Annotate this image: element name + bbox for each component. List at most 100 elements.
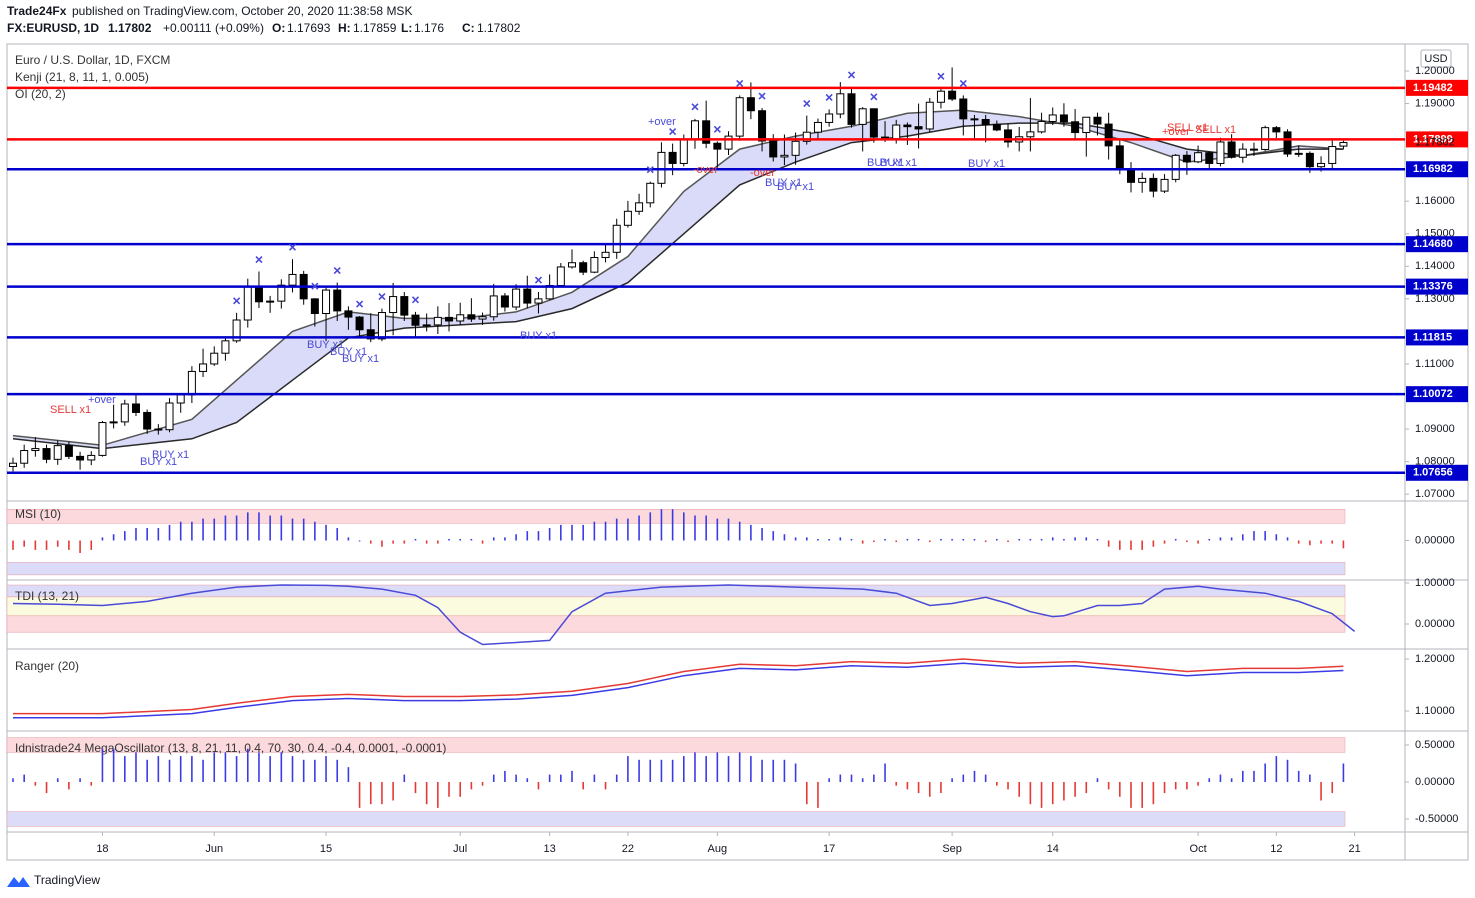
signal-cross [255, 255, 263, 264]
o-value: 1.17693 [287, 21, 331, 35]
y-tick-label: 1.16000 [1415, 195, 1455, 207]
y-tick-label: 0.00000 [1415, 776, 1455, 788]
signal-cross [669, 128, 677, 136]
bar [1253, 531, 1255, 541]
bar [1219, 774, 1222, 782]
bar [1186, 540, 1188, 543]
bar [940, 538, 942, 541]
bar [425, 540, 428, 544]
bar [1309, 540, 1311, 546]
bar [258, 752, 260, 782]
candle-body [310, 298, 319, 314]
candle-body [948, 90, 957, 100]
bar [146, 759, 148, 782]
bar [124, 531, 126, 541]
bar [45, 781, 48, 794]
bar [638, 759, 640, 782]
y-tick-label: 1.19000 [1415, 97, 1455, 109]
bar [1141, 540, 1143, 550]
candle-body [534, 298, 543, 304]
bar [951, 538, 953, 541]
candle-body [791, 140, 800, 156]
bar [1029, 781, 1032, 805]
candle-body [1071, 121, 1080, 134]
line [13, 658, 1344, 715]
symbol: FX:EURUSD, 1D [7, 21, 99, 35]
candle-body [847, 93, 856, 125]
level-label: 1.19482 [1413, 82, 1453, 94]
bar [828, 778, 830, 782]
candle-body [1238, 148, 1247, 158]
bar [1230, 537, 1233, 541]
candle-body [20, 450, 29, 464]
bar [224, 752, 227, 782]
candle-body [1227, 141, 1236, 158]
signal-label: SELL x1 [1167, 122, 1208, 134]
bar [492, 537, 495, 541]
bar [302, 759, 305, 782]
bar [1107, 781, 1110, 790]
candle-body [1272, 127, 1281, 133]
bar [1219, 537, 1222, 541]
bar [783, 759, 786, 782]
candle-body [1115, 145, 1124, 170]
bar [906, 538, 909, 541]
candle-body [422, 324, 431, 327]
frame [6, 43, 1469, 861]
candle-body [120, 403, 129, 423]
y-tick-label: 1.20000 [1415, 653, 1455, 665]
signal-cross [233, 297, 241, 305]
candle-body [668, 151, 677, 164]
bar [202, 518, 204, 541]
candle-body [243, 285, 252, 321]
x-tick-label: 21 [1348, 843, 1360, 855]
candle-body [690, 120, 699, 140]
candle-body [869, 108, 878, 138]
candle-body [836, 93, 845, 115]
bar [224, 515, 227, 541]
bar [459, 781, 461, 797]
bar [34, 540, 37, 550]
candle-body [109, 421, 118, 424]
bar [839, 537, 842, 541]
candle-body [411, 314, 420, 326]
bar [727, 756, 730, 782]
bar [593, 774, 596, 782]
level-box [1406, 161, 1468, 178]
bar [1264, 763, 1266, 782]
bar [1253, 770, 1255, 782]
candle-body [1093, 116, 1102, 125]
bar [1152, 540, 1155, 547]
signal-label: SELL x1 [50, 404, 91, 416]
signal-cross [333, 267, 341, 275]
bar [649, 759, 652, 782]
bar [336, 528, 339, 541]
candle-body [568, 262, 576, 268]
candle-body [254, 285, 263, 303]
signal-label: BUY x1 [330, 346, 367, 358]
bar [1342, 540, 1345, 549]
bar [302, 518, 305, 541]
pane-title: Idnistrade24 MegaOscillator (13, 8, 21, … [15, 741, 446, 755]
bar [1085, 781, 1088, 794]
candle-body [713, 142, 722, 150]
y-tick-label: 1.07000 [1415, 488, 1455, 500]
bar [861, 540, 864, 544]
y-tick-label: 1.11000 [1415, 358, 1454, 370]
signal-label: BUY x1 [867, 157, 904, 169]
bar [269, 756, 271, 782]
candle-body [322, 289, 331, 314]
bar [828, 538, 830, 541]
published: published on TradingView.com, October 20… [72, 4, 412, 18]
bar [1141, 781, 1143, 808]
bar [1342, 763, 1345, 782]
candle-body [579, 262, 588, 273]
bar [403, 540, 406, 544]
bar [615, 518, 618, 541]
bar [1208, 538, 1211, 541]
bar [202, 759, 204, 782]
candle-body [187, 370, 196, 396]
signal-label: BUY x1 [152, 449, 189, 461]
bar [515, 534, 517, 541]
indicator-name: OI (20, 2) [15, 87, 66, 101]
